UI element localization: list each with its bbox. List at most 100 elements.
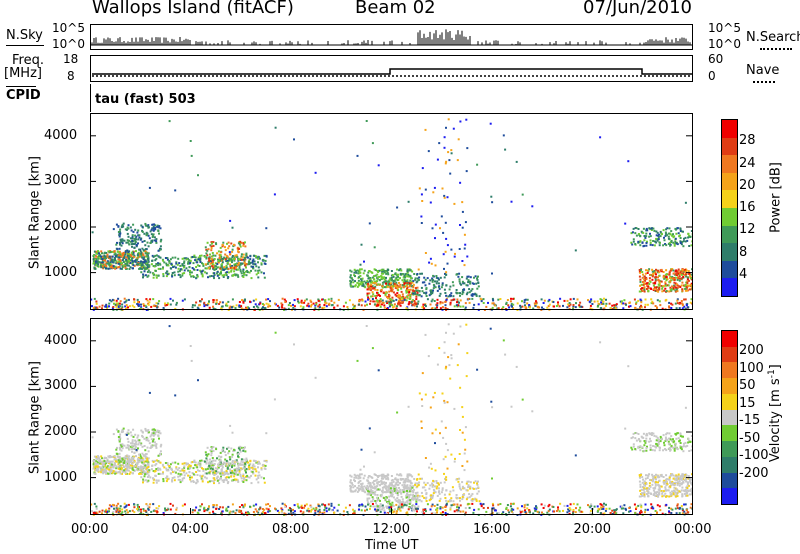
power-cell [445, 284, 448, 287]
velocity-cell [233, 471, 236, 474]
power-cell [446, 244, 449, 247]
power-cell [163, 261, 166, 264]
velocity-cell [117, 430, 120, 433]
velocity-cell [216, 468, 219, 470]
velocity-cell [226, 466, 229, 469]
power-cell [137, 305, 140, 307]
power-cell [639, 278, 642, 281]
velocity-cell [147, 450, 150, 453]
power-cell [465, 293, 468, 296]
power-cell [369, 289, 372, 292]
power-cell [125, 263, 128, 266]
velocity-cell [140, 465, 143, 468]
power-cell [667, 284, 670, 287]
power-cell [210, 275, 213, 277]
power-cell [114, 303, 117, 306]
power-cell [399, 296, 402, 299]
power-cell [669, 277, 672, 279]
velocity-cell [130, 460, 133, 463]
velocity-cell [410, 490, 413, 493]
velocity-cell [97, 455, 100, 458]
velocity-cell [109, 467, 112, 470]
power-cell [679, 230, 682, 232]
velocity-cell [378, 506, 381, 509]
velocity-cell [356, 486, 359, 489]
power-cell [297, 300, 300, 303]
velocity-cell [189, 476, 191, 479]
power-cell [392, 299, 395, 302]
velocity-cell [227, 472, 230, 475]
power-cell [658, 233, 660, 236]
velocity-cell [383, 483, 386, 486]
power-cell [152, 265, 155, 267]
power-cell [471, 294, 474, 297]
velocity-cell [234, 459, 237, 462]
power-cell [649, 287, 652, 290]
power-cell [444, 272, 446, 275]
power-cell [251, 265, 254, 268]
power-cell [566, 306, 569, 309]
power-cell [648, 227, 651, 230]
power-cell [144, 274, 147, 277]
velocity-cell [390, 490, 393, 493]
power-cell [153, 223, 156, 226]
power-cell [386, 271, 389, 274]
velocity-cell [225, 459, 228, 462]
power-cell [668, 306, 671, 309]
power-cell [126, 263, 129, 265]
velocity-cell [378, 488, 381, 491]
power-cell [115, 302, 118, 305]
power-cell [124, 251, 127, 254]
power-cell [650, 302, 653, 305]
power-cell [117, 307, 120, 310]
power-cell [524, 306, 527, 308]
power-cell [144, 252, 147, 255]
velocity-cell [404, 478, 407, 481]
velocity-cell [235, 478, 238, 481]
power-cell [115, 260, 118, 263]
power-cell [240, 307, 243, 310]
power-cell [231, 266, 234, 269]
power-cell [672, 269, 675, 272]
power-cell [206, 304, 209, 307]
velocity-cell [171, 479, 173, 482]
velocity-cell [354, 474, 357, 477]
velocity-cell [359, 476, 362, 479]
velocity-cell [233, 464, 236, 467]
power-cell [687, 279, 690, 282]
power-cell [434, 237, 436, 240]
velocity-cell [211, 460, 214, 463]
power-cell [119, 243, 121, 246]
power-cell [218, 277, 221, 280]
power-cell [376, 283, 378, 286]
power-cell [526, 302, 529, 305]
power-cell [125, 307, 127, 310]
velocity-cell [390, 483, 393, 486]
power-cell [124, 252, 127, 255]
velocity-cell [407, 486, 410, 489]
power-cell [222, 241, 225, 244]
power-cell [665, 244, 668, 247]
power-cell [611, 304, 614, 307]
velocity-cell [129, 442, 132, 445]
velocity-cell [413, 478, 416, 480]
power-cell [165, 275, 168, 278]
velocity-cell [349, 479, 352, 482]
velocity-cell [382, 477, 385, 480]
power-cell [252, 258, 255, 261]
power-cell [603, 297, 605, 300]
velocity-cell [367, 490, 370, 493]
power-cell [366, 274, 369, 277]
power-cell [678, 279, 681, 282]
velocity-cell [135, 443, 138, 446]
power-cell [624, 222, 627, 225]
power-cell [257, 276, 260, 279]
power-cell [683, 274, 686, 276]
velocity-cell [107, 461, 110, 464]
power-cell [203, 255, 206, 258]
power-cell [468, 288, 471, 291]
power-cell [459, 120, 462, 123]
power-cell [150, 239, 153, 242]
velocity-cell [354, 485, 356, 488]
power-cell [141, 268, 144, 270]
